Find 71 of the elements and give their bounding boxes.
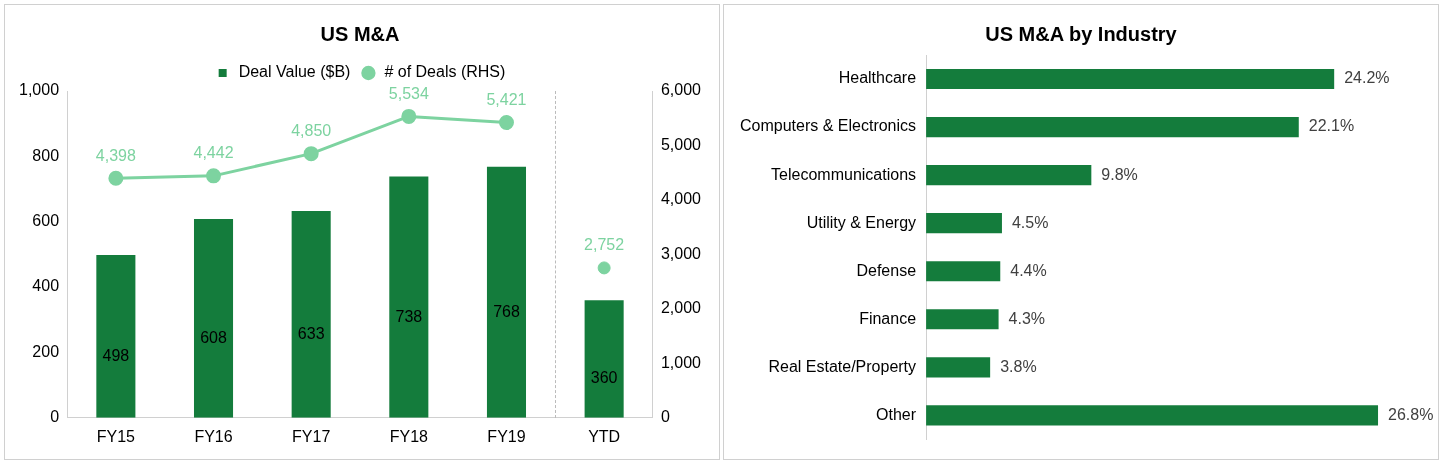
y-tick-label: Utility & Energy — [806, 213, 917, 231]
bar — [926, 261, 1001, 282]
x-tick-label: YTD — [588, 427, 621, 445]
data-label: 24.2% — [1344, 69, 1390, 87]
y2-tick-label: 3,000 — [660, 244, 702, 262]
x-tick-label: FY16 — [194, 427, 233, 445]
bar — [926, 357, 991, 378]
data-label: 5,534 — [388, 84, 429, 102]
point — [206, 168, 222, 184]
point — [597, 261, 611, 275]
bar — [389, 176, 429, 418]
y2-tick-label: 0 — [660, 408, 670, 426]
bar — [96, 255, 136, 418]
data-label: 2,752 — [584, 236, 625, 254]
data-label: 498 — [102, 346, 130, 364]
y2-tick-label: 1,000 — [660, 353, 702, 371]
data-label: 608 — [200, 328, 227, 346]
bar — [926, 405, 1379, 426]
y-tick-label: Defense — [856, 261, 917, 279]
y-tick-label: Telecommunications — [771, 165, 917, 183]
y-tick-label: Real Estate/Property — [768, 357, 917, 375]
data-label: 4,398 — [95, 146, 136, 164]
y-tick-label: Other — [876, 405, 917, 423]
y2-tick-label: 2,000 — [660, 299, 702, 317]
legend-label: Deal Value ($B) — [238, 63, 351, 81]
bar — [926, 213, 1002, 234]
bar — [291, 210, 331, 418]
x-tick-label: FY15 — [96, 427, 136, 445]
data-label: 4.5% — [1011, 213, 1049, 231]
y-tick-label: Finance — [859, 309, 917, 327]
bar — [926, 116, 1299, 138]
x-tick-label: FY17 — [292, 427, 331, 445]
legend-label: # of Deals (RHS) — [384, 63, 506, 81]
chart-title: US M&A — [320, 22, 400, 45]
y-tick-label: Computers & Electronics — [740, 117, 917, 135]
data-label: 360 — [590, 369, 618, 387]
data-label: 4,850 — [291, 122, 332, 140]
y-tick-label: 0 — [50, 408, 60, 426]
bar — [926, 309, 999, 330]
point — [401, 108, 417, 124]
bar — [926, 165, 1092, 186]
y-tick-label: 800 — [32, 146, 60, 164]
bar — [926, 68, 1335, 90]
bar — [584, 300, 624, 418]
y-tick-label: Healthcare — [838, 69, 917, 87]
point — [108, 170, 124, 186]
bar — [193, 219, 234, 418]
point — [303, 146, 319, 162]
data-label: 768 — [493, 302, 520, 320]
data-label: 4.3% — [1008, 309, 1046, 327]
data-label: 9.8% — [1101, 165, 1138, 183]
y-tick-label: 600 — [32, 212, 60, 230]
data-label: 5,421 — [486, 90, 527, 108]
data-label: 4.4% — [1010, 261, 1047, 279]
y2-tick-label: 5,000 — [660, 135, 702, 153]
point — [498, 115, 514, 131]
data-label: 26.8% — [1388, 405, 1434, 423]
y-tick-label: 400 — [32, 277, 60, 295]
y2-tick-label: 4,000 — [660, 190, 702, 208]
data-label: 22.1% — [1308, 117, 1355, 135]
y-tick-label: 1,000 — [18, 81, 60, 99]
y-tick-label: 200 — [32, 342, 60, 360]
data-label: 738 — [395, 307, 423, 325]
data-label: 3.8% — [1000, 357, 1037, 375]
data-label: 633 — [297, 324, 325, 342]
chart-title: US M&A by Industry — [985, 22, 1178, 45]
x-tick-label: FY19 — [487, 427, 526, 445]
data-label: 4,442 — [193, 144, 234, 162]
bar — [486, 166, 527, 418]
x-tick-label: FY18 — [389, 427, 429, 445]
y2-tick-label: 6,000 — [660, 81, 702, 99]
